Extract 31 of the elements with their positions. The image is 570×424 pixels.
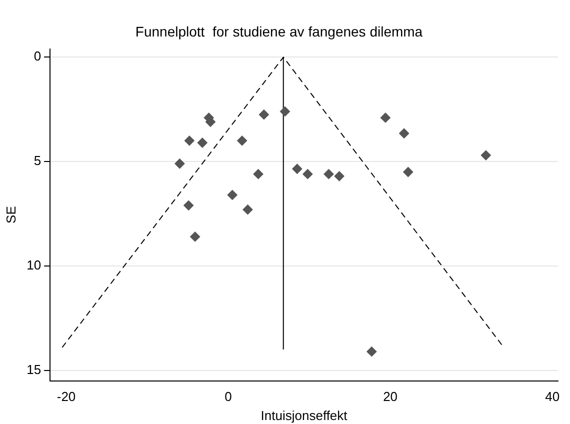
- point: [280, 106, 290, 116]
- y-tick-label: 15: [26, 362, 42, 377]
- point: [403, 166, 414, 177]
- x-axis-title: Intuisjonseffekt: [260, 408, 348, 423]
- point: [242, 204, 253, 215]
- y-tick-label: 5: [34, 153, 42, 168]
- point: [399, 128, 410, 138]
- point: [292, 164, 302, 174]
- chart-title: Funnelplott for studiene av fangenes dilemma: [135, 23, 423, 40]
- point: [480, 150, 491, 160]
- point: [190, 232, 200, 242]
- point: [227, 190, 238, 200]
- point: [253, 169, 264, 180]
- point: [237, 136, 248, 146]
- point: [302, 169, 313, 180]
- point: [184, 136, 194, 146]
- point: [258, 110, 269, 120]
- x-tick-label: -20: [56, 389, 76, 404]
- y-tick-label: 0: [34, 48, 42, 64]
- x-tick-label: 0: [224, 389, 232, 404]
- y-tick-label: 10: [26, 258, 42, 273]
- point: [366, 346, 377, 357]
- point: [324, 169, 334, 180]
- point: [184, 200, 194, 210]
- x-tick-label: 20: [383, 389, 398, 404]
- x-tick-label: 40: [545, 389, 560, 404]
- y-axis-title: SE: [3, 206, 18, 224]
- point: [380, 112, 390, 123]
- point: [197, 138, 208, 148]
- point: [334, 171, 344, 182]
- point: [174, 158, 185, 169]
